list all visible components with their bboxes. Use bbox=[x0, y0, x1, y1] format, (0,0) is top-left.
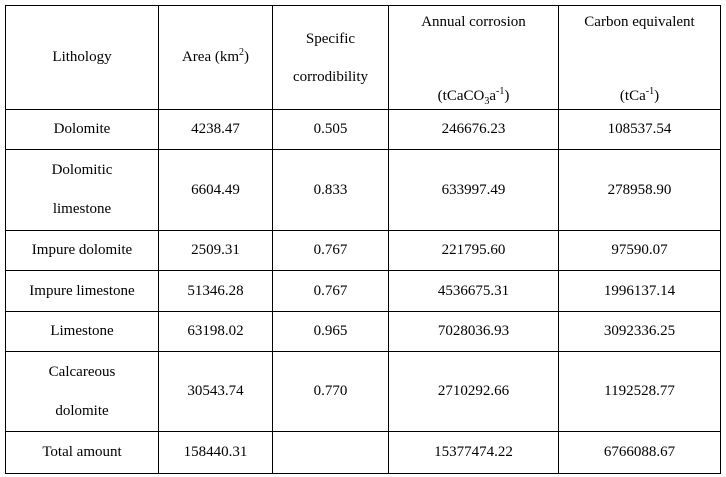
total-specific bbox=[272, 431, 389, 474]
table-row: Impure limestone 51346.28 0.767 4536675.… bbox=[5, 270, 721, 312]
cell-annual: 4536675.31 bbox=[388, 270, 559, 312]
cell-area: 4238.47 bbox=[158, 109, 273, 150]
cell-carbon: 97590.07 bbox=[558, 230, 721, 271]
cell-specific: 0.505 bbox=[272, 109, 389, 150]
table-row: Dolomitic limestone 6604.49 0.833 633997… bbox=[5, 149, 721, 231]
cell-area: 30543.74 bbox=[158, 351, 273, 432]
total-carbon: 6766088.67 bbox=[558, 431, 721, 474]
header-carbon-equivalent: Carbon equivalent (tCa-1) bbox=[558, 5, 721, 110]
header-annual-corrosion: Annual corrosion (tCaCO3a-1) bbox=[388, 5, 559, 110]
cell-specific: 0.833 bbox=[272, 149, 389, 231]
total-area: 158440.31 bbox=[158, 431, 273, 474]
cell-area: 6604.49 bbox=[158, 149, 273, 231]
cell-carbon: 3092336.25 bbox=[558, 311, 721, 352]
table-row: Impure dolomite 2509.31 0.767 221795.60 … bbox=[5, 230, 721, 271]
cell-specific: 0.767 bbox=[272, 230, 389, 271]
cell-lithology: Impure limestone bbox=[5, 270, 159, 312]
cell-carbon: 278958.90 bbox=[558, 149, 721, 231]
header-row: Lithology Area (km2) Specific corrodibil… bbox=[5, 5, 721, 110]
cell-carbon: 108537.54 bbox=[558, 109, 721, 150]
cell-specific: 0.965 bbox=[272, 311, 389, 352]
cell-area: 63198.02 bbox=[158, 311, 273, 352]
cell-annual: 246676.23 bbox=[388, 109, 559, 150]
cell-carbon: 1996137.14 bbox=[558, 270, 721, 312]
cell-specific: 0.767 bbox=[272, 270, 389, 312]
total-label: Total amount bbox=[5, 431, 159, 474]
cell-annual: 221795.60 bbox=[388, 230, 559, 271]
cell-area: 2509.31 bbox=[158, 230, 273, 271]
cell-specific: 0.770 bbox=[272, 351, 389, 432]
cell-lithology: Dolomitic limestone bbox=[5, 149, 159, 231]
cell-annual: 7028036.93 bbox=[388, 311, 559, 352]
table-container: Lithology Area (km2) Specific corrodibil… bbox=[5, 5, 721, 474]
corrosion-table: Lithology Area (km2) Specific corrodibil… bbox=[5, 5, 721, 474]
total-annual: 15377474.22 bbox=[388, 431, 559, 474]
cell-area: 51346.28 bbox=[158, 270, 273, 312]
cell-lithology: Calcareous dolomite bbox=[5, 351, 159, 432]
header-lithology: Lithology bbox=[5, 5, 159, 110]
header-specific-corrodibility: Specific corrodibility bbox=[272, 5, 389, 110]
table-row: Limestone 63198.02 0.965 7028036.93 3092… bbox=[5, 311, 721, 352]
header-area: Area (km2) bbox=[158, 5, 273, 110]
cell-lithology: Dolomite bbox=[5, 109, 159, 150]
cell-carbon: 1192528.77 bbox=[558, 351, 721, 432]
cell-lithology: Impure dolomite bbox=[5, 230, 159, 271]
table-row: Dolomite 4238.47 0.505 246676.23 108537.… bbox=[5, 109, 721, 150]
cell-lithology: Limestone bbox=[5, 311, 159, 352]
cell-annual: 633997.49 bbox=[388, 149, 559, 231]
total-row: Total amount 158440.31 15377474.22 67660… bbox=[5, 431, 721, 474]
table-row: Calcareous dolomite 30543.74 0.770 27102… bbox=[5, 351, 721, 432]
cell-annual: 2710292.66 bbox=[388, 351, 559, 432]
